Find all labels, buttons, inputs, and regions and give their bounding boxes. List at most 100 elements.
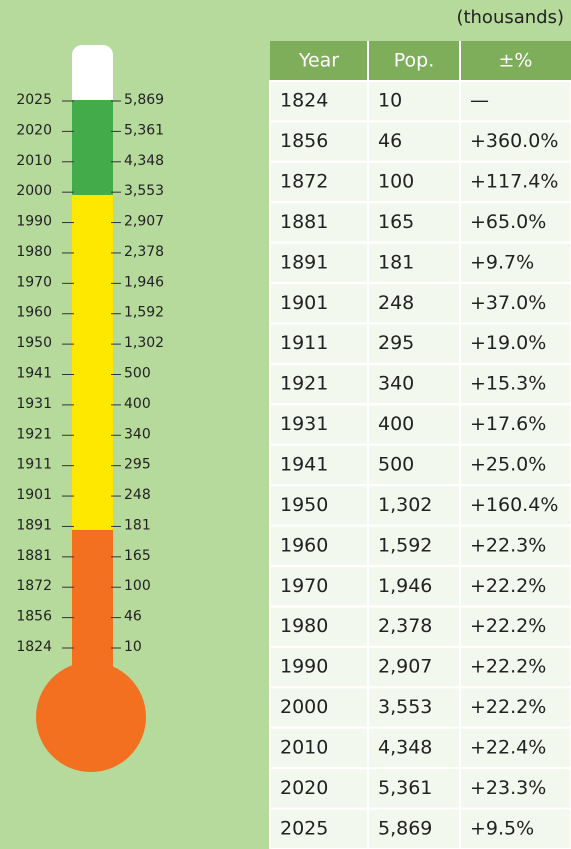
year-label: 1881	[16, 548, 52, 564]
pop-label: 100	[124, 578, 151, 594]
cell: 165	[378, 211, 414, 233]
year-label: 1891	[16, 517, 52, 533]
row-bg	[269, 524, 571, 568]
row-bg	[269, 443, 571, 487]
cell: 1881	[280, 211, 328, 233]
cell: 295	[378, 332, 414, 354]
cell: +22.4%	[470, 736, 546, 758]
cell: 1856	[280, 130, 328, 152]
cell: 1872	[280, 171, 328, 193]
row-bg	[269, 403, 571, 446]
row-bg	[269, 484, 571, 527]
cell: +22.2%	[470, 615, 546, 637]
cell: 1,592	[378, 534, 432, 556]
pop-label: 2,378	[124, 244, 164, 260]
cell: —	[470, 90, 489, 112]
cell: +22.3%	[470, 534, 546, 556]
pop-label: 4,348	[124, 153, 164, 169]
row-bg	[269, 645, 571, 689]
cell: 1980	[280, 615, 328, 637]
pop-label: 400	[124, 396, 151, 412]
pop-label: 248	[124, 487, 151, 503]
cell: 1941	[280, 454, 328, 476]
row-bg	[269, 80, 571, 123]
year-label: 1960	[16, 305, 52, 321]
year-label: 2000	[16, 183, 52, 199]
cell: +23.3%	[470, 777, 546, 799]
year-label: 1970	[16, 274, 52, 290]
cell: 1931	[280, 413, 328, 435]
table-header-bg	[270, 41, 571, 81]
row-bg	[269, 686, 571, 729]
cell: +22.2%	[470, 696, 546, 718]
year-label: 1872	[16, 578, 52, 594]
cell: 1901	[280, 292, 328, 314]
cell: +160.4%	[470, 494, 558, 516]
pop-label: 5,361	[124, 122, 164, 138]
column-header: Pop.	[394, 50, 435, 72]
cell: 1921	[280, 373, 328, 395]
year-label: 1990	[16, 214, 52, 230]
cell: 1950	[280, 494, 328, 516]
cell: 400	[378, 413, 414, 435]
cell: 10	[378, 90, 402, 112]
cell: 3,553	[378, 696, 432, 718]
row-bg	[269, 565, 571, 608]
band-green	[72, 100, 113, 196]
pop-label: 165	[124, 548, 151, 564]
cell: +25.0%	[470, 454, 546, 476]
year-label: 1901	[16, 487, 52, 503]
cell: +9.5%	[470, 817, 534, 839]
bulb	[36, 662, 146, 772]
cell: +22.2%	[470, 575, 546, 597]
row-bg	[269, 322, 571, 365]
pop-label: 2,907	[124, 214, 164, 230]
cell: 1891	[280, 251, 328, 273]
cell: +22.2%	[470, 656, 546, 678]
pop-label: 1,302	[124, 335, 164, 351]
pop-label: 500	[124, 366, 151, 382]
pop-label: 3,553	[124, 183, 164, 199]
unit-note: (thousands)	[456, 7, 564, 28]
pop-label: 46	[124, 609, 142, 625]
year-label: 1824	[16, 639, 52, 655]
cell: 500	[378, 454, 414, 476]
cell: +17.6%	[470, 413, 546, 435]
row-bg	[269, 362, 571, 406]
year-label: 1856	[16, 609, 52, 625]
year-label: 1931	[16, 396, 52, 412]
year-label: 1950	[16, 335, 52, 351]
pop-label: 295	[124, 457, 151, 473]
cell: +117.4%	[470, 171, 558, 193]
cell: +9.7%	[470, 251, 534, 273]
row-bg	[269, 160, 571, 204]
row-bg	[269, 767, 571, 810]
year-label: 1980	[16, 244, 52, 260]
band-yellow	[72, 195, 113, 531]
year-label: 1941	[16, 366, 52, 382]
cell: 2000	[280, 696, 328, 718]
cell: 1960	[280, 534, 328, 556]
cell: 340	[378, 373, 414, 395]
pop-label: 1,946	[124, 274, 164, 290]
column-header: ±%	[499, 50, 533, 72]
cell: +37.0%	[470, 292, 546, 314]
cell: 5,869	[378, 817, 432, 839]
year-label: 2025	[16, 92, 52, 108]
pop-label: 5,869	[124, 92, 164, 108]
cell: 100	[378, 171, 414, 193]
pop-label: 340	[124, 426, 151, 442]
cell: 1,946	[378, 575, 432, 597]
cell: 46	[378, 130, 402, 152]
row-bg	[269, 201, 571, 244]
cell: 1911	[280, 332, 328, 354]
column-header: Year	[298, 50, 339, 72]
cell: 1990	[280, 656, 328, 678]
year-label: 1921	[16, 426, 52, 442]
cell: +360.0%	[470, 130, 558, 152]
cell: +65.0%	[470, 211, 546, 233]
row-bg	[269, 605, 571, 648]
tube-top	[72, 45, 113, 115]
